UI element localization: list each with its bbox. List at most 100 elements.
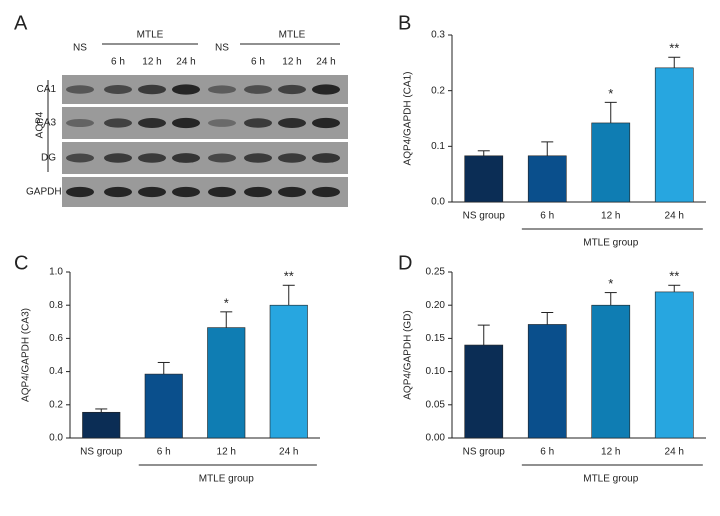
bar xyxy=(527,155,567,203)
blot-band xyxy=(172,186,200,198)
blot-band xyxy=(66,85,94,94)
row-label: DG xyxy=(41,153,56,164)
blot-band xyxy=(208,186,236,198)
bar xyxy=(591,122,631,203)
blot-band xyxy=(278,84,306,95)
group-label: MTLE xyxy=(137,30,164,41)
y-axis-title: AQP4/GAPDH (GD) xyxy=(403,310,414,399)
y-tick-label: 0.05 xyxy=(426,399,446,410)
blot-band xyxy=(104,85,132,94)
y-tick-label: 0.6 xyxy=(49,333,63,344)
group-label: MTLE xyxy=(279,30,306,41)
blot-band xyxy=(172,153,200,163)
significance: ** xyxy=(669,269,679,284)
y-tick-label: 1.0 xyxy=(49,267,63,278)
y-tick-label: 0.4 xyxy=(49,366,63,377)
blot-band xyxy=(244,118,272,128)
x-tick-label: NS group xyxy=(463,447,506,458)
group-label: MTLE group xyxy=(583,238,638,249)
group-label: MTLE group xyxy=(583,474,638,485)
blot-band xyxy=(312,153,340,163)
bar xyxy=(82,411,121,439)
significance: ** xyxy=(284,269,294,284)
blot-band xyxy=(208,119,236,127)
panel-label: C xyxy=(14,252,28,274)
y-tick-label: 0.25 xyxy=(426,267,446,278)
lane-label: 12 h xyxy=(142,57,161,68)
bar xyxy=(654,291,694,439)
blot-band xyxy=(104,118,132,128)
bar xyxy=(269,304,308,439)
blot-band xyxy=(312,84,340,95)
x-tick-label: 24 h xyxy=(665,447,684,458)
y-tick-label: 0.3 xyxy=(431,30,445,41)
bar xyxy=(207,327,246,439)
blot-band xyxy=(278,118,306,128)
x-tick-label: NS group xyxy=(463,211,506,222)
group-label: MTLE group xyxy=(199,474,254,485)
blot-band xyxy=(312,186,340,198)
lane-label: 12 h xyxy=(282,57,301,68)
bar xyxy=(591,304,631,439)
blot-band xyxy=(138,186,166,198)
y-tick-label: 0.10 xyxy=(426,366,446,377)
blot-band xyxy=(278,186,306,198)
bar xyxy=(464,344,504,439)
x-tick-label: 6 h xyxy=(540,447,554,458)
y-tick-label: 0.00 xyxy=(426,433,446,444)
y-tick-label: 0.0 xyxy=(49,433,63,444)
y-axis-title: AQP4/GAPDH (CA3) xyxy=(21,308,32,402)
y-tick-label: 0.0 xyxy=(431,197,445,208)
y-tick-label: 0.20 xyxy=(426,300,446,311)
y-tick-label: 0.2 xyxy=(49,399,63,410)
panel-label: D xyxy=(398,252,412,274)
blot-band xyxy=(66,186,94,198)
lane-label: NS xyxy=(215,43,229,54)
blot-band xyxy=(244,85,272,94)
row-label: CA1 xyxy=(37,84,57,95)
bar xyxy=(464,155,504,203)
significance: * xyxy=(608,86,613,101)
significance: ** xyxy=(669,41,679,56)
blot-band xyxy=(104,153,132,163)
bar xyxy=(654,67,694,203)
bar xyxy=(527,324,567,439)
significance: * xyxy=(608,276,613,291)
blot-band xyxy=(208,153,236,163)
x-tick-label: 24 h xyxy=(279,447,298,458)
lane-label: 6 h xyxy=(251,57,265,68)
panel-label: A xyxy=(14,12,28,34)
blot-band xyxy=(312,117,340,129)
x-tick-label: NS group xyxy=(80,447,123,458)
blot-band xyxy=(172,84,200,95)
x-tick-label: 12 h xyxy=(217,447,236,458)
x-tick-label: 12 h xyxy=(601,211,620,222)
blot-band xyxy=(172,117,200,129)
y-tick-label: 0.1 xyxy=(431,141,445,152)
blot-band xyxy=(138,118,166,128)
blot-band xyxy=(138,84,166,95)
blot-band xyxy=(244,186,272,198)
blot-band xyxy=(138,153,166,163)
lane-label: 24 h xyxy=(316,57,335,68)
blot-band xyxy=(66,119,94,127)
row-label: CA3 xyxy=(37,118,57,129)
blot-band xyxy=(208,85,236,94)
y-tick-label: 0.8 xyxy=(49,300,63,311)
bar xyxy=(144,373,183,439)
row-label: GAPDH xyxy=(26,187,62,198)
blot-band xyxy=(104,186,132,198)
lane-label: 6 h xyxy=(111,57,125,68)
x-tick-label: 24 h xyxy=(665,211,684,222)
blot-band xyxy=(244,153,272,163)
panel-label: B xyxy=(398,12,411,34)
significance: * xyxy=(224,295,229,310)
lane-label: 24 h xyxy=(176,57,195,68)
y-axis-title: AQP4/GAPDH (CA1) xyxy=(403,72,414,166)
x-tick-label: 6 h xyxy=(157,447,171,458)
y-tick-label: 0.15 xyxy=(426,333,446,344)
row-group-label: AQP4 xyxy=(35,111,46,138)
blot-band xyxy=(278,153,306,163)
x-tick-label: 12 h xyxy=(601,447,620,458)
